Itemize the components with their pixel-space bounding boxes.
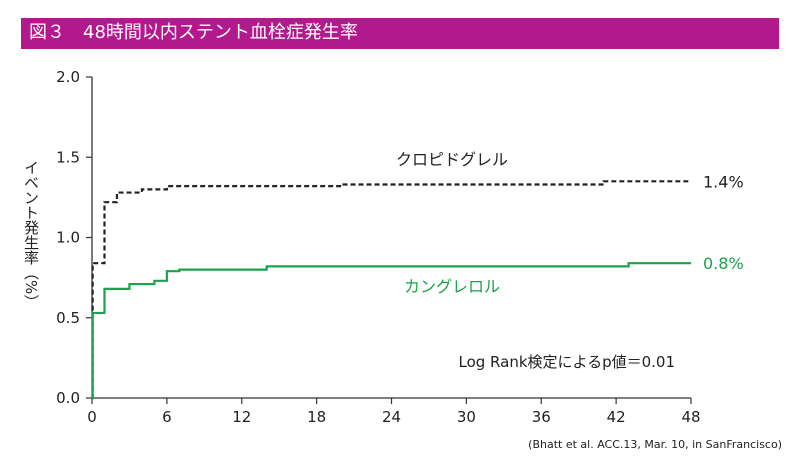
pvalue-annotation: Log Rank検定によるp値＝0.01 <box>458 353 675 371</box>
x-tick-label: 24 <box>382 408 401 426</box>
x-tick-label: 48 <box>681 408 700 426</box>
x-tick-label: 18 <box>307 408 326 426</box>
x-tick-label: 6 <box>162 408 172 426</box>
x-tick-label: 36 <box>532 408 551 426</box>
y-tick-label: 1.5 <box>56 148 80 166</box>
source-note: (Bhatt et al. ACC.13, Mar. 10, in SanFra… <box>528 438 782 451</box>
figure-title: 図３ 48時間以内ステント血栓症発生率 <box>29 22 358 43</box>
y-tick-label: 0.0 <box>56 389 80 407</box>
x-tick-label: 12 <box>232 408 251 426</box>
series-end-label: 1.4% <box>703 172 744 191</box>
x-tick-label: 42 <box>607 408 626 426</box>
x-tick-label: 0 <box>87 408 97 426</box>
figure-header: 図３ 48時間以内ステント血栓症発生率 <box>21 18 779 49</box>
y-tick-label: 2.0 <box>56 68 80 86</box>
y-tick-label: 0.5 <box>56 309 80 327</box>
series-end-label: 0.8% <box>703 254 744 273</box>
series-line-2 <box>91 262 691 400</box>
y-axis-label: イベント発生率（%） <box>22 160 40 310</box>
y-tick-label: 1.0 <box>56 229 80 247</box>
series-name-label: カングレロル <box>404 277 500 296</box>
x-tick-label: 30 <box>457 408 476 426</box>
series-name-label: クロピドグレル <box>396 150 508 169</box>
